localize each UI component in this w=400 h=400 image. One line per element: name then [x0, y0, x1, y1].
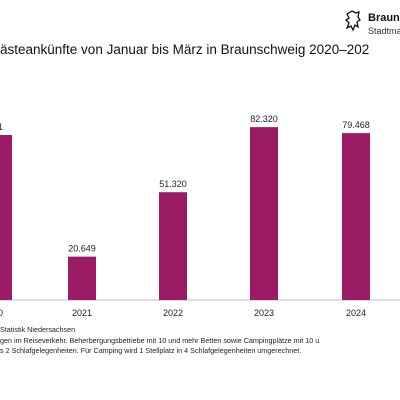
category-label-2021: 2021: [72, 308, 92, 318]
footer-source: Statistik Niedersachsen: [0, 325, 76, 334]
footer-notes: Statistik Niedersachsen gen im Reiseverk…: [0, 325, 400, 357]
bar-chart: 1 0 20.649 2021 51.320 2022 82.320 2023 79.468 20…: [0, 114, 400, 318]
bar-2023: [250, 127, 278, 301]
category-label-2023: 2023: [254, 308, 274, 318]
bar-2020: [0, 135, 12, 300]
value-label-2023: 82.320: [250, 114, 278, 124]
footer-note-2: s 2 Schlafgelegenheiten. Für Camping wir…: [0, 346, 302, 355]
category-label-2020: 0: [0, 308, 3, 318]
footer-note-1: gen im Reiseverkehr. Beherbergungsbetrie…: [0, 335, 320, 345]
bar-2021: [68, 256, 96, 300]
value-label-2024: 79.468: [342, 120, 370, 130]
lion-crest-icon: [344, 10, 361, 32]
category-label-2024: 2024: [346, 308, 366, 318]
city-logo: Brauns Stadtmar: [340, 8, 400, 42]
category-label-2022: 2022: [163, 308, 183, 318]
logo-subtitle: Stadtmar: [368, 26, 400, 36]
value-label-2020: 1: [0, 122, 3, 132]
logo-name: Brauns: [368, 12, 400, 24]
value-label-2021: 20.649: [68, 244, 96, 254]
chart-title: ästeankünfte von Januar bis März in Brau…: [0, 42, 370, 57]
bar-2022: [159, 192, 187, 300]
value-label-2022: 51.320: [159, 179, 187, 189]
bar-2024: [342, 133, 370, 300]
